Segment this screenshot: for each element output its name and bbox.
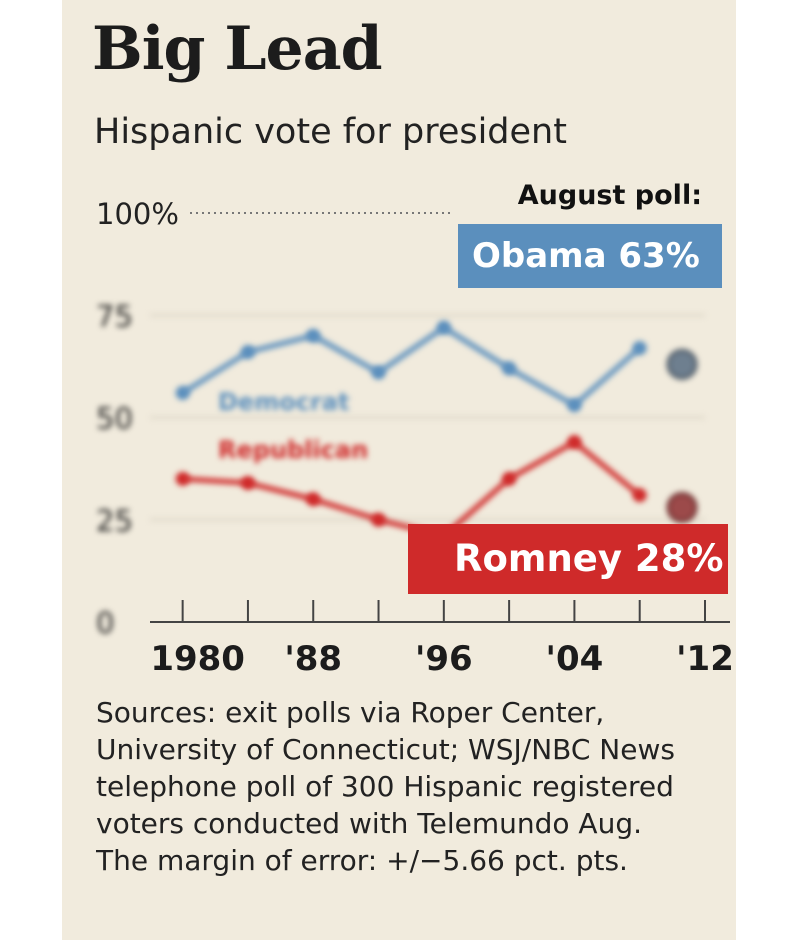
chart-panel <box>62 0 736 940</box>
data-point <box>306 492 321 507</box>
romney-poll-marker <box>666 491 698 523</box>
data-point <box>371 512 386 527</box>
obama-callout: Obama 63% <box>458 224 722 288</box>
obama-poll-marker <box>666 348 698 380</box>
sources-note: Sources: exit polls via Roper Center, Un… <box>96 694 706 879</box>
sources-line: University of Connecticut; WSJ/NBC News <box>96 733 675 766</box>
x-tick-label: '04 <box>546 639 604 679</box>
romney-callout: Romney 28% <box>408 524 728 594</box>
y-tick-label: 100% <box>96 197 179 231</box>
sources-line: telephone poll of 300 Hispanic registere… <box>96 770 674 803</box>
x-tick-label: '96 <box>415 639 473 679</box>
data-point <box>567 435 582 450</box>
sources-line: The margin of error: +/−5.66 pct. pts. <box>96 844 628 877</box>
sources-line: Sources: exit polls via Roper Center, <box>96 696 605 729</box>
data-point <box>632 340 647 355</box>
data-point <box>436 320 451 335</box>
data-point <box>371 365 386 380</box>
data-point <box>632 488 647 503</box>
series-label: Democrat <box>218 388 349 416</box>
data-point <box>306 328 321 343</box>
y-tick-label: 25 <box>96 504 133 538</box>
poll-label: August poll: <box>517 180 702 211</box>
chart-subtitle: Hispanic vote for president <box>94 112 567 152</box>
series-line-democrat <box>181 324 642 409</box>
data-point <box>567 398 582 413</box>
data-point <box>240 345 255 360</box>
data-point <box>175 385 190 400</box>
data-point <box>175 471 190 486</box>
y-tick-label: 50 <box>96 402 133 436</box>
data-point <box>502 361 517 376</box>
x-tick-label: 1980 <box>150 639 245 679</box>
series-label: Republican <box>218 436 368 464</box>
y-tick-label: 0 <box>96 606 114 640</box>
chart-title: Big Lead <box>92 14 383 84</box>
data-point <box>240 475 255 490</box>
sources-line: voters conducted with Telemundo Aug. <box>96 807 642 840</box>
data-point <box>502 471 517 486</box>
x-tick-label: '12 <box>676 639 734 679</box>
y-tick-label: 75 <box>96 299 133 333</box>
x-tick-label: '88 <box>284 639 342 679</box>
